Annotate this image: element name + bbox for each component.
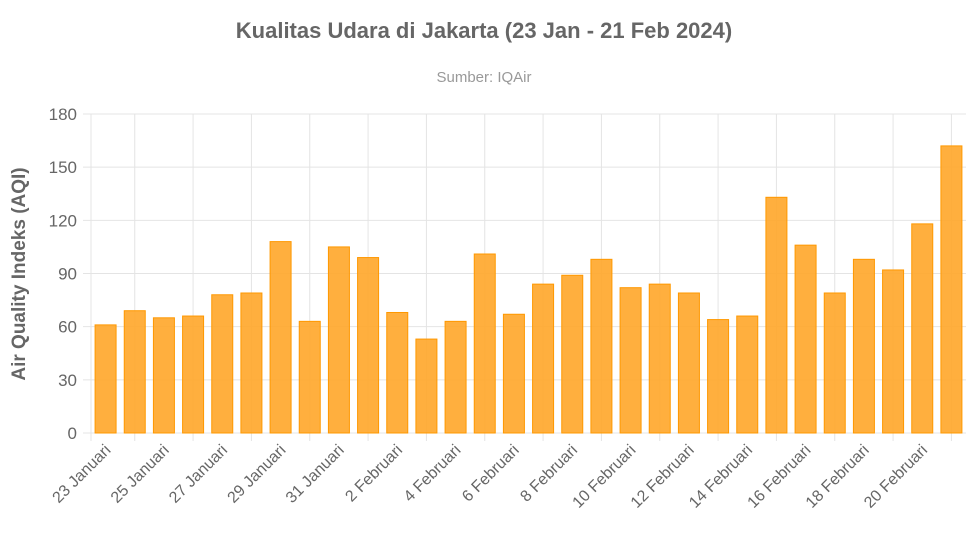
y-tick-label: 0 — [68, 424, 77, 443]
bar-14-februari[interactable] — [736, 315, 759, 434]
x-tick-label: 2 Februari — [342, 442, 406, 506]
bar-12-februari[interactable] — [677, 292, 700, 434]
bar-19-februari[interactable] — [882, 269, 905, 434]
bar-9-februari[interactable] — [590, 258, 613, 434]
bar-13-februari[interactable] — [707, 319, 730, 434]
y-tick-label: 150 — [49, 158, 77, 177]
bar-26-januari[interactable] — [182, 315, 205, 434]
bar-7-februari[interactable] — [532, 283, 555, 434]
bar-8-februari[interactable] — [561, 274, 584, 434]
x-tick-label: 23 Januari — [50, 442, 115, 507]
bar-3-februari[interactable] — [415, 338, 438, 434]
y-tick-label: 120 — [49, 211, 77, 230]
bar-28-januari[interactable] — [240, 292, 263, 434]
bar-10-februari[interactable] — [619, 287, 642, 434]
bar-21-februari[interactable] — [940, 145, 963, 434]
bar-18-februari[interactable] — [852, 258, 875, 434]
bar-2-februari[interactable] — [386, 311, 409, 434]
bar-31-januari[interactable] — [327, 246, 350, 434]
bar-16-februari[interactable] — [794, 244, 817, 434]
bar-5-februari[interactable] — [473, 253, 496, 434]
x-tick-label: 6 Februari — [459, 442, 523, 506]
bar-15-februari[interactable] — [765, 196, 788, 434]
x-tick-label: 31 Januari — [283, 442, 348, 507]
x-tick-label: 29 Januari — [225, 442, 290, 507]
x-tick-label: 8 Februari — [517, 442, 581, 506]
chart-subtitle: Sumber: IQAir — [436, 69, 531, 86]
bar-4-februari[interactable] — [444, 320, 467, 434]
bar-24-januari[interactable] — [123, 310, 146, 434]
bar-17-februari[interactable] — [823, 292, 846, 434]
bar-23-januari[interactable] — [94, 324, 117, 434]
y-axis-title: Air Quality Indeks (AQI) — [9, 167, 30, 380]
bar-20-februari[interactable] — [911, 223, 934, 434]
bar-30-januari[interactable] — [298, 320, 321, 434]
bar-27-januari[interactable] — [211, 294, 234, 434]
x-tick-label: 20 Februari — [861, 442, 931, 512]
bar-1-februari[interactable] — [357, 257, 380, 434]
bar-29-januari[interactable] — [269, 241, 292, 434]
bar-6-februari[interactable] — [502, 313, 525, 434]
y-tick-label: 180 — [49, 105, 77, 124]
x-tick-label: 27 Januari — [166, 442, 231, 507]
bar-25-januari[interactable] — [152, 317, 175, 434]
y-tick-label: 90 — [58, 265, 77, 284]
y-tick-labels: 0 30 60 90 120 150 180 — [49, 105, 77, 443]
chart-title: Kualitas Udara di Jakarta (23 Jan - 21 F… — [236, 18, 732, 43]
bars — [94, 145, 963, 434]
y-tick-label: 30 — [58, 371, 77, 390]
x-tick-label: 4 Februari — [401, 442, 465, 506]
bar-11-februari[interactable] — [648, 283, 671, 434]
y-tick-label: 60 — [58, 318, 77, 337]
x-tick-label: 25 Januari — [108, 442, 173, 507]
